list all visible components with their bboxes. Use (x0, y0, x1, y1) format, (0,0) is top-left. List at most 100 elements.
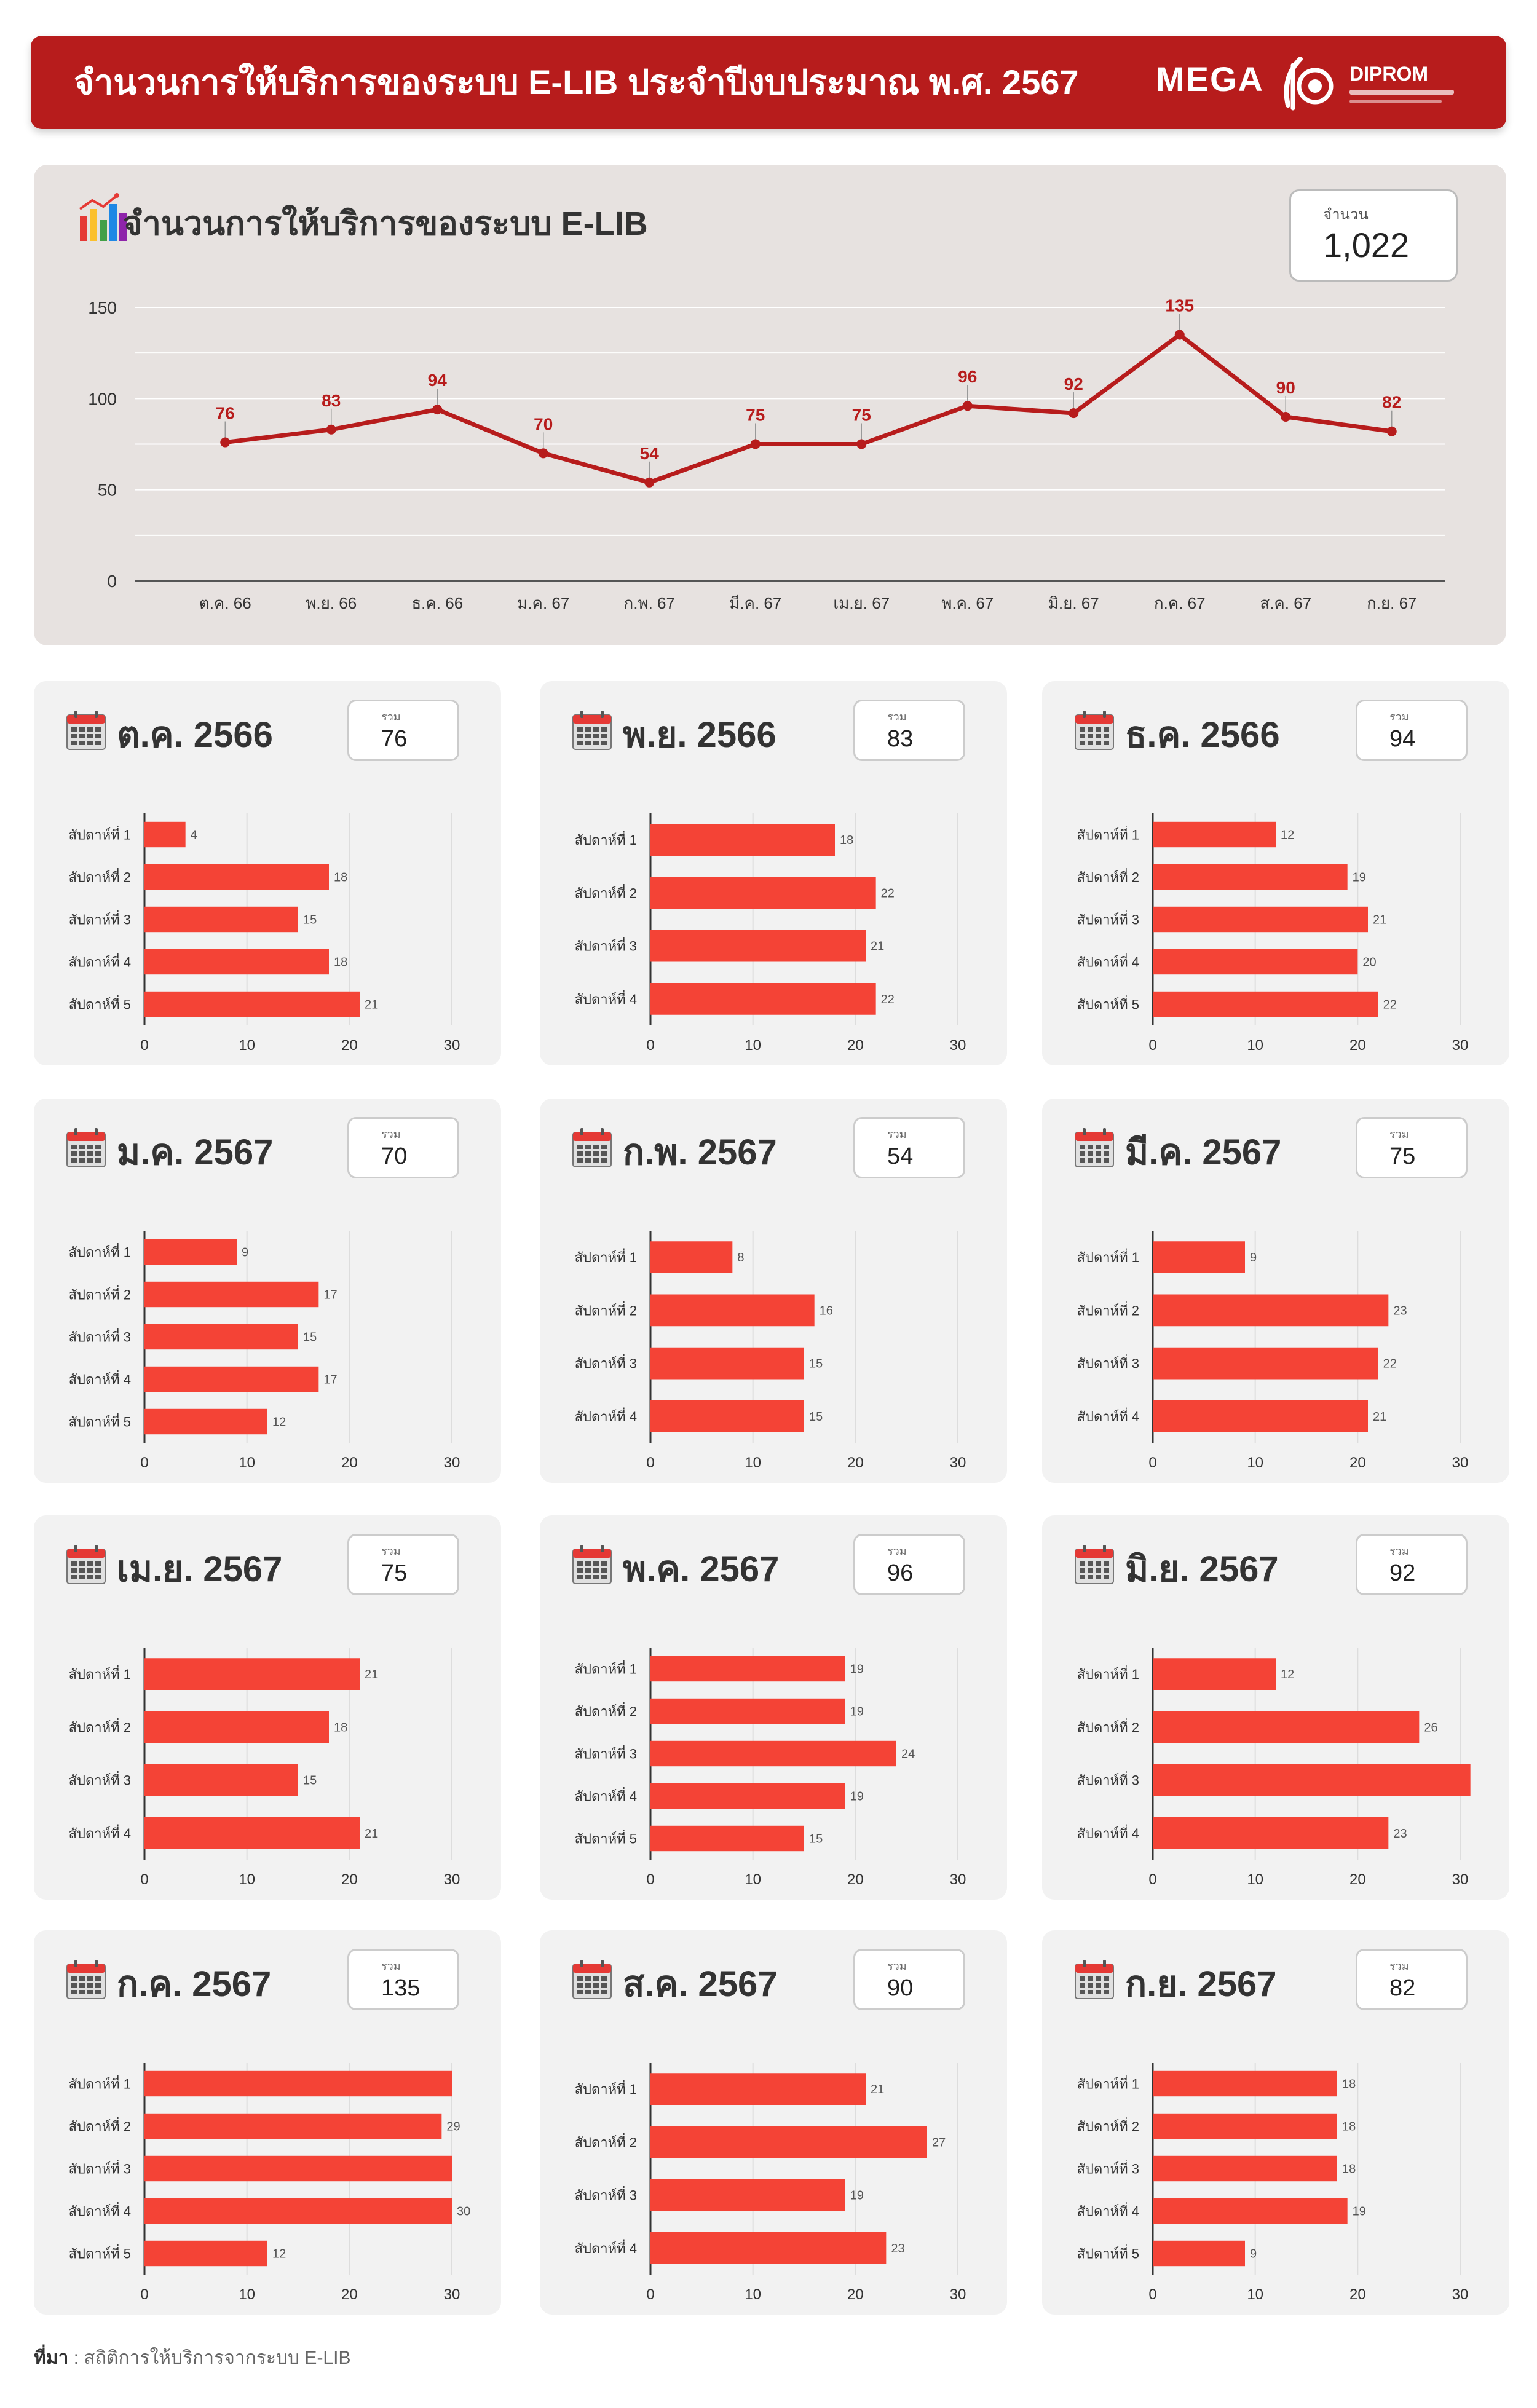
bar-value-label: 18 (334, 871, 347, 885)
bar-value-label: 15 (303, 1331, 317, 1344)
month-card: ก.ค. 2567 รวม 135 0 10 20 30 สัปดาห์ที่ 1 สัปดาห… (34, 1930, 501, 2315)
bar-value-label: 21 (1373, 914, 1386, 927)
weekly-bar-chart: 0 10 20 30 สัปดาห์ที่ 1 9 สัปดาห์ที่ 2 17 สัปดาห… (69, 1231, 460, 1471)
month-total-box: รวม 82 (1356, 1949, 1468, 2010)
y-category-label: สัปดาห์ที่ 1 (575, 1248, 637, 1265)
y-category-label: สัปดาห์ที่ 2 (69, 2117, 131, 2134)
month-total-box: รวม 96 (853, 1534, 965, 1595)
bar (144, 2070, 452, 2097)
data-label: 82 (1382, 393, 1401, 412)
month-total-box: รวม 70 (347, 1117, 459, 1178)
bar (1153, 1400, 1368, 1432)
y-category-label: สัปดาห์ที่ 2 (575, 1301, 637, 1318)
series-line (224, 333, 1393, 485)
bar-value-label: 23 (891, 2242, 904, 2256)
bar-value-label: 9 (242, 1246, 248, 1260)
month-total-label: รวม (887, 1960, 907, 1972)
x-tick-label: 30 (1452, 1871, 1469, 1888)
bar-value-label: 23 (1393, 1304, 1407, 1317)
data-point (538, 448, 548, 459)
bar-value-label: 21 (871, 2083, 884, 2096)
bar (1153, 1764, 1471, 1796)
calendar-icon (66, 1960, 106, 1999)
bar-value-label: 19 (850, 1663, 864, 1676)
month-total-box: รวม 92 (1356, 1534, 1468, 1595)
month-total-label: รวม (1389, 711, 1409, 723)
x-tick-label: มี.ค. 67 (729, 594, 781, 612)
x-tick-label: 20 (847, 1037, 864, 1054)
data-point (750, 439, 761, 449)
calendar-icon (572, 1545, 612, 1584)
y-category-label: สัปดาห์ที่ 2 (69, 1718, 131, 1735)
month-card: มิ.ย. 2567 รวม 92 0 10 20 30 สัปดาห์ที่ 1 12 สัปด… (1042, 1515, 1509, 1900)
y-category-label: สัปดาห์ที่ 1 (575, 831, 637, 848)
total-label: จำนวน (1323, 207, 1369, 223)
month-title: ต.ค. 2566 (117, 715, 273, 755)
x-tick-label: 0 (140, 2286, 148, 2303)
bar (144, 1764, 298, 1796)
month-total-value: 75 (1389, 1143, 1416, 1169)
bar-value-label: 15 (809, 1357, 823, 1371)
y-category-label: สัปดาห์ที่ 3 (575, 1354, 637, 1372)
bar-chart-icon (79, 193, 127, 241)
y-tick-label: 100 (88, 389, 117, 408)
x-tick-label: 20 (847, 1871, 864, 1888)
bar-value-label: 22 (1383, 998, 1397, 1012)
diprom-logo-text: DIPROM (1349, 63, 1428, 85)
y-category-label: สัปดาห์ที่ 1 (575, 2080, 637, 2097)
x-tick-label: พ.ค. 67 (941, 594, 994, 612)
month-total-value: 83 (887, 726, 914, 752)
month-total-label: รวม (381, 1128, 401, 1140)
x-tick-label: ต.ค. 66 (199, 594, 251, 612)
bar-value-label: 12 (272, 2248, 286, 2261)
bar (144, 1658, 360, 1690)
brand-logos: MEGA DIPROM (1156, 47, 1476, 118)
bar-value-label: 22 (881, 886, 895, 900)
x-tick-label: 0 (646, 1037, 654, 1054)
month-total-value: 90 (887, 1975, 914, 2001)
month-title: มิ.ย. 2567 (1125, 1549, 1279, 1589)
month-total-label: รวม (381, 711, 401, 723)
x-tick-label: 30 (1452, 1037, 1469, 1054)
bar-value-label: 9 (1250, 2248, 1257, 2261)
data-point (326, 424, 336, 435)
weekly-bar-chart: 0 10 20 30 สัปดาห์ที่ 1 18 สัปดาห์ที่ 2 18 สัปดา… (1077, 2063, 1468, 2303)
bar (144, 2155, 452, 2182)
bar-value-label: 19 (850, 1790, 864, 1804)
calendar-icon (1075, 711, 1114, 750)
data-point (644, 477, 655, 488)
month-card: ก.ย. 2567 รวม 82 0 10 20 30 สัปดาห์ที่ 1 18 สัปดา… (1042, 1930, 1509, 2315)
calendar-icon (66, 711, 106, 750)
bar-value-label: 19 (850, 1705, 864, 1719)
month-card: มี.ค. 2567 รวม 75 0 10 20 30 สัปดาห์ที่ 1 9 สัปดา… (1042, 1099, 1509, 1483)
source-text: : สถิติการให้บริการจากระบบ E-LIB (68, 2348, 351, 2368)
x-tick-label: 20 (341, 1871, 358, 1888)
x-tick-label: 30 (444, 2286, 460, 2303)
month-card: พ.ค. 2567 รวม 96 0 10 20 30 สัปดาห์ที่ 1 19 สัปดา… (540, 1515, 1007, 1900)
data-label: 70 (534, 414, 553, 433)
month-total-box: รวม 135 (347, 1949, 459, 2010)
x-tick-label: 0 (1148, 1037, 1156, 1054)
data-point (856, 439, 867, 449)
x-tick-label: 10 (239, 1871, 255, 1888)
bar-value-label: 20 (1362, 956, 1376, 969)
bar-value-label: 18 (1342, 2120, 1356, 2134)
y-category-label: สัปดาห์ที่ 4 (69, 1370, 131, 1388)
month-title: ส.ค. 2567 (623, 1964, 778, 2004)
bar-value-label: 29 (446, 2120, 460, 2134)
x-tick-label: 0 (1148, 1455, 1156, 1471)
bar-value-label: 19 (850, 2189, 864, 2203)
month-total-value: 70 (381, 1143, 408, 1169)
month-total-label: รวม (887, 1128, 907, 1140)
x-tick-label: 30 (444, 1037, 460, 1054)
bar-value-label: 12 (1281, 1668, 1294, 1681)
bar (1153, 2113, 1337, 2139)
bar (1153, 1711, 1420, 1743)
bar (144, 906, 298, 933)
data-point (1281, 412, 1291, 422)
bar-value-label: 21 (871, 940, 884, 953)
x-tick-label: ม.ค. 67 (517, 594, 569, 612)
calendar-icon (66, 1545, 106, 1584)
bar (650, 983, 876, 1015)
bar-value-label: 17 (323, 1289, 337, 1302)
